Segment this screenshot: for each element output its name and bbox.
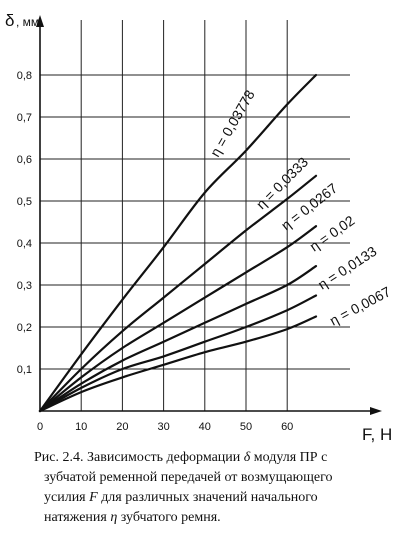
tick-labels: 0 10 20 30 40 50 60 0,1 0,2 0,3 0,4 0,5 0,6 0,7 0,8 (17, 70, 294, 433)
y-tick-label: 0,3 (17, 280, 32, 292)
series-line (38, 315, 318, 413)
figure-caption: Рис. 2.4. Зависимость деформации δ модул… (34, 448, 394, 528)
x-tick-label: 20 (116, 421, 128, 433)
caption-text: Рис. 2.4. Зависимость деформации (34, 450, 244, 465)
series-label: η = 0,0067 (327, 283, 393, 328)
series-line (38, 73, 318, 413)
y-tick-label: 0,5 (17, 196, 32, 208)
x-tick-label: 10 (75, 421, 87, 433)
y-tick-label: 0,7 (17, 112, 32, 124)
x-axis-arrow (370, 407, 382, 415)
y-tick-label: 0,8 (17, 70, 32, 82)
axis-titles: δ , мм F, H (5, 11, 392, 444)
y-tick-label: 0,2 (17, 322, 32, 334)
y-tick-label: 0,6 (17, 154, 32, 166)
series-curves (38, 73, 318, 413)
deformation-chart: 0 10 20 30 40 50 60 0,1 0,2 0,3 0,4 0,5 0,6 0,7 0,8 η … (5, 11, 394, 444)
grid (40, 20, 350, 411)
caption-symbol-eta: η (110, 510, 118, 525)
x-axis-label: F, H (362, 425, 392, 444)
y-axis-arrow (36, 15, 44, 27)
y-axis-unit: , мм (16, 15, 39, 29)
y-tick-label: 0,4 (17, 238, 32, 250)
caption-line-3: усилия F для различных значений начально… (34, 488, 394, 508)
caption-line-1: Рис. 2.4. Зависимость деформации δ модул… (34, 448, 394, 468)
axes (36, 15, 382, 415)
x-tick-label: 50 (240, 421, 252, 433)
caption-text: натяжения (44, 510, 111, 525)
series-line (38, 225, 318, 413)
series-label: η = 0,03778 (207, 87, 258, 160)
x-tick-label: 0 (37, 421, 43, 433)
caption-symbol-delta: δ (243, 450, 251, 465)
caption-text: модуля ПР с (250, 450, 328, 465)
caption-text: зубчатого ремня. (117, 510, 221, 525)
x-tick-label: 30 (157, 421, 169, 433)
x-tick-label: 40 (199, 421, 211, 433)
series-line (38, 265, 318, 413)
series-line (38, 174, 318, 413)
x-tick-label: 60 (281, 421, 293, 433)
y-axis-symbol: δ (5, 11, 14, 30)
series-label: η = 0,02 (307, 212, 358, 254)
caption-text: усилия (44, 490, 90, 505)
caption-text: для различных значений начального (97, 490, 318, 505)
caption-line-4: натяжения η зубчатого ремня. (34, 508, 394, 528)
caption-line-2: зубчатой ременной передачей от возмущающ… (44, 470, 333, 485)
series-line (38, 294, 318, 413)
y-tick-label: 0,1 (17, 364, 32, 376)
caption-symbol-f: F (89, 490, 98, 505)
